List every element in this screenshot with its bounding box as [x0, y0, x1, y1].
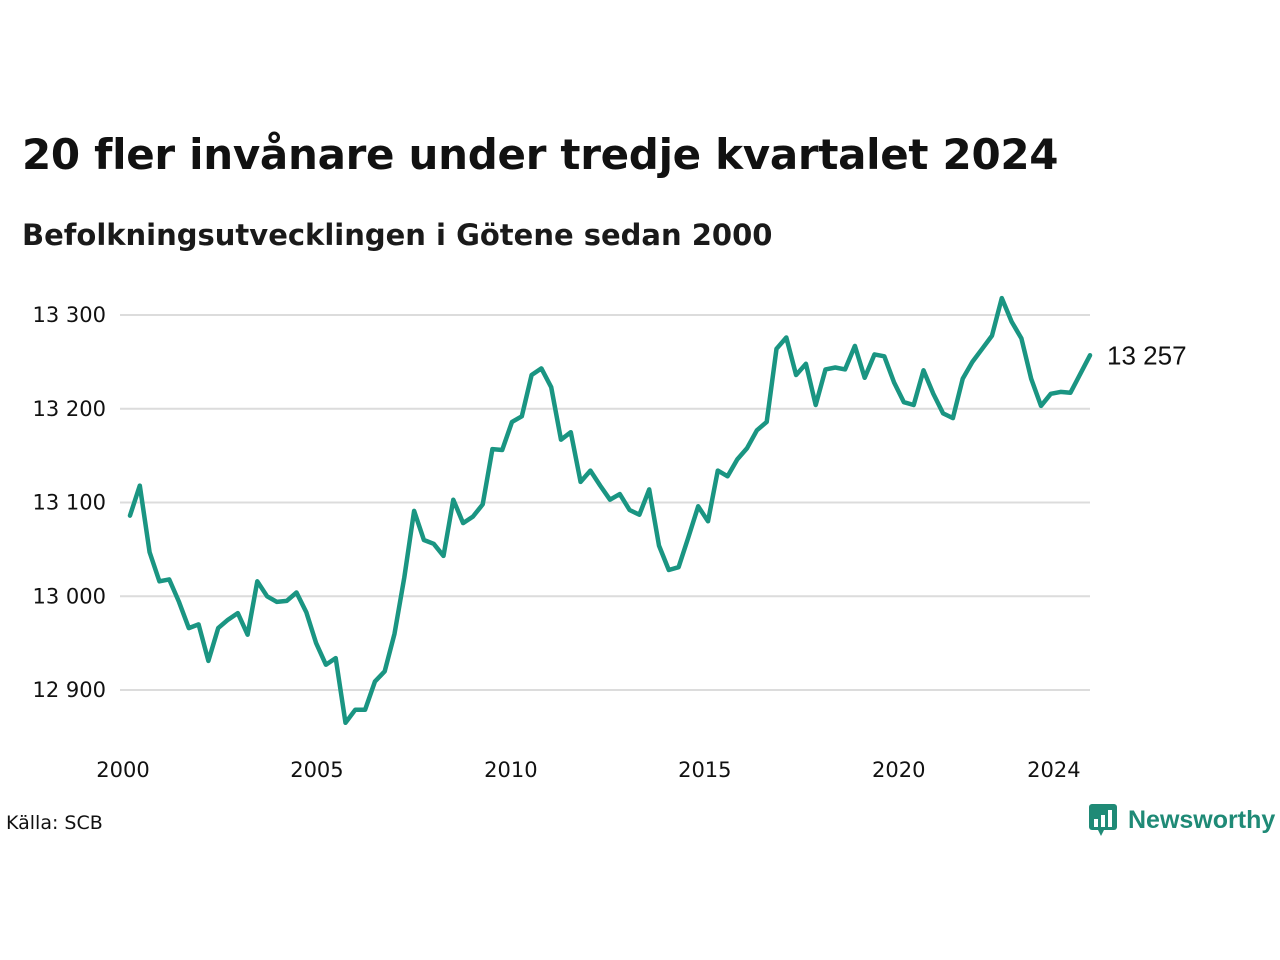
x-tick-label: 2005 [290, 758, 343, 782]
brand-logo: Newsworthy [1088, 803, 1275, 837]
end-value-label: 13 257 [1107, 340, 1187, 370]
brand-name: Newsworthy [1128, 805, 1276, 834]
y-tick-label: 13 100 [33, 491, 106, 515]
x-tick-label: 2020 [872, 758, 925, 782]
gridlines [120, 314, 1090, 691]
x-tick-label: 2024 [1027, 758, 1080, 782]
x-tick-label: 2000 [96, 758, 149, 782]
y-tick-label: 12 900 [33, 678, 106, 702]
y-axis-ticks: 12 900 13 000 13 100 13 200 13 300 [33, 303, 106, 702]
source-note: Källa: SCB [6, 812, 103, 834]
bar-chart-logo-icon [1089, 804, 1117, 836]
series-line [127, 295, 1093, 726]
x-tick-label: 2010 [484, 758, 537, 782]
y-tick-label: 13 300 [33, 303, 106, 327]
x-tick-label: 2015 [678, 758, 731, 782]
x-axis-ticks: 2000 2005 2010 2015 2020 2024 [96, 758, 1080, 782]
chart-subtitle: Befolkningsutvecklingen i Götene sedan 2… [22, 218, 773, 252]
y-tick-label: 13 000 [33, 584, 106, 608]
y-tick-label: 13 200 [33, 397, 106, 421]
chart-title: 20 fler invånare under tredje kvartalet … [22, 130, 1059, 179]
